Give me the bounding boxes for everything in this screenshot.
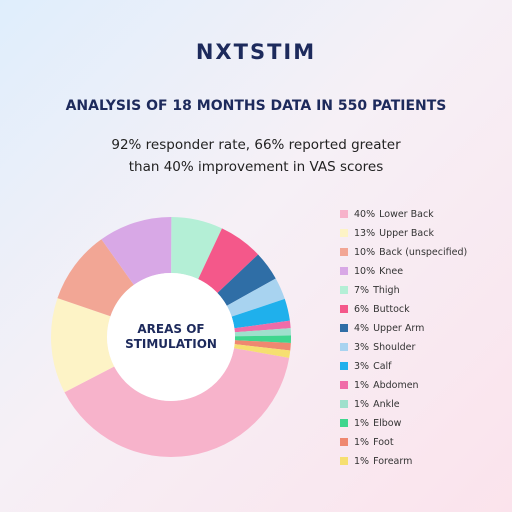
donut-slice [234,344,291,358]
legend-label: 7% Thigh [354,285,400,296]
legend-category: Foot [373,437,394,448]
legend-swatch [340,362,348,370]
legend-label: 3% Calf [354,361,392,372]
legend-swatch [340,419,348,427]
donut-slice [101,217,172,285]
legend-category: Elbow [373,418,401,429]
legend-label: 1% Elbow [354,418,402,429]
legend-value: 40% [354,209,375,220]
legend-label: 4% Upper Arm [354,323,424,334]
legend-swatch [340,457,348,465]
donut-slice [217,254,276,306]
legend-swatch [340,305,348,313]
legend-value: 1% [354,399,369,410]
donut-slice [231,298,290,329]
legend-value: 1% [354,418,369,429]
legend-category: Shoulder [373,342,415,353]
legend-value: 4% [354,323,369,334]
legend-category: Forearm [373,456,412,467]
legend-category: Calf [373,361,392,372]
legend-category: Thigh [372,285,400,296]
legend-swatch [340,229,348,237]
legend-category: Buttock [373,304,410,315]
donut-hole [107,273,235,401]
legend-value: 3% [354,361,369,372]
donut-slice [234,335,291,344]
donut-slice [198,228,259,293]
legend-category: Knee [379,266,403,277]
legend-label: 1% Ankle [354,399,400,410]
chart-subtitle: 92% responder rate, 66% reported greater… [111,137,401,175]
legend-category: Upper Arm [373,323,424,334]
legend-swatch [340,248,348,256]
legend-swatch [340,343,348,351]
legend-swatch [340,324,348,332]
legend-label: 40% Lower Back [354,209,434,220]
legend-label: 13% Upper Back [354,228,434,239]
legend-category: Upper Back [379,228,434,239]
donut-slice [64,348,290,458]
donut-slice [171,217,222,280]
legend-value: 6% [354,304,369,315]
legend-value: 1% [354,456,369,467]
legend-label: 6% Buttock [354,304,410,315]
legend-label: 10% Knee [354,266,403,277]
legend-label: 1% Forearm [354,456,412,467]
donut-slice [234,328,291,337]
legend-swatch [340,210,348,218]
legend-swatch [340,400,348,408]
legend-value: 13% [354,228,375,239]
brand: NXTSTIM [195,40,317,64]
legend-label: 1% Abdomen [354,380,419,391]
legend-value: 3% [354,342,369,353]
donut-slice [234,320,291,333]
legend-value: 7% [354,285,369,296]
legend-swatch [340,438,348,446]
chart-title: ANALYSIS OF 18 MONTHS DATA IN 550 PATIEN… [65,98,447,114]
donut-slice [234,340,291,351]
donut-slice [226,278,285,317]
donut-slice [50,298,115,393]
legend-swatch [340,381,348,389]
legend-category: Lower Back [379,209,434,220]
legend-value: 1% [354,380,369,391]
legend-value: 10% [354,247,375,258]
legend-label: 3% Shoulder [354,342,415,353]
donut-slice [57,239,134,317]
legend-category: Back (unspecified) [379,247,467,258]
legend-value: 10% [354,266,375,277]
center-label: AREAS OF STIMULATION [125,322,217,351]
legend-swatch [340,267,348,275]
legend-label: 1% Foot [354,437,394,448]
legend-value: 1% [354,437,369,448]
legend-swatch [340,286,348,294]
legend-category: Ankle [373,399,400,410]
legend-category: Abdomen [373,380,419,391]
legend-label: 10% Back (unspecified) [354,247,467,258]
